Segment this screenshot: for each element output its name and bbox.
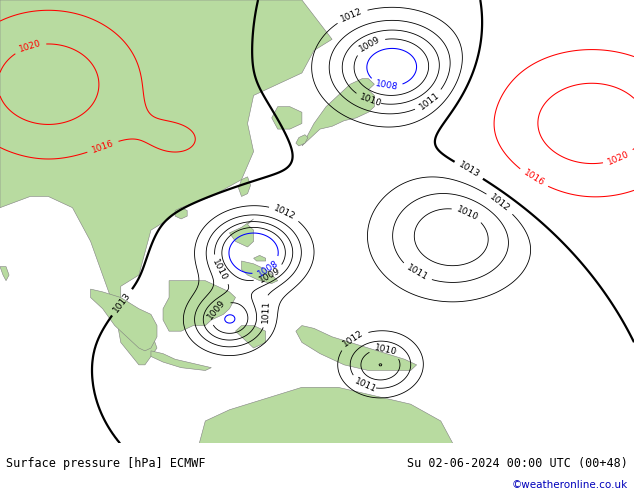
Text: ©weatheronline.co.uk: ©weatheronline.co.uk — [512, 480, 628, 490]
Text: 1016: 1016 — [522, 169, 546, 188]
Text: 1009: 1009 — [205, 298, 227, 321]
Text: 1020: 1020 — [607, 149, 631, 167]
Text: 1012: 1012 — [273, 203, 297, 221]
Text: 1016: 1016 — [91, 139, 115, 155]
Text: Su 02-06-2024 00:00 UTC (00+48): Su 02-06-2024 00:00 UTC (00+48) — [407, 458, 628, 470]
Text: 1012: 1012 — [340, 7, 364, 24]
Text: 1010: 1010 — [455, 204, 480, 222]
Text: 1010: 1010 — [359, 93, 384, 109]
Polygon shape — [0, 0, 332, 365]
Text: 1011: 1011 — [261, 299, 271, 323]
Polygon shape — [242, 261, 278, 284]
Text: 1008: 1008 — [256, 259, 280, 279]
Text: 1008: 1008 — [374, 79, 398, 92]
Text: 1009: 1009 — [358, 35, 382, 54]
Text: 1010: 1010 — [373, 343, 398, 357]
Text: 1013: 1013 — [112, 291, 133, 314]
Polygon shape — [238, 177, 250, 196]
Text: 1013: 1013 — [456, 160, 481, 180]
Polygon shape — [230, 219, 254, 247]
Text: 1020: 1020 — [18, 39, 42, 54]
Polygon shape — [296, 135, 308, 146]
Text: 1010: 1010 — [210, 258, 229, 282]
Polygon shape — [272, 107, 302, 129]
Polygon shape — [151, 351, 211, 370]
Text: Surface pressure [hPa] ECMWF: Surface pressure [hPa] ECMWF — [6, 458, 206, 470]
Polygon shape — [254, 255, 266, 261]
Polygon shape — [296, 325, 417, 370]
Text: 1011: 1011 — [417, 91, 441, 112]
Text: 1011: 1011 — [404, 264, 429, 283]
Polygon shape — [235, 325, 266, 348]
Polygon shape — [0, 267, 9, 281]
Text: 1009: 1009 — [257, 266, 281, 285]
Polygon shape — [175, 208, 187, 219]
Polygon shape — [302, 78, 374, 146]
Text: 1011: 1011 — [354, 376, 378, 394]
Polygon shape — [199, 387, 453, 443]
Text: 1012: 1012 — [488, 193, 512, 214]
Polygon shape — [91, 289, 157, 351]
Polygon shape — [163, 281, 235, 331]
Text: 1012: 1012 — [341, 329, 365, 349]
